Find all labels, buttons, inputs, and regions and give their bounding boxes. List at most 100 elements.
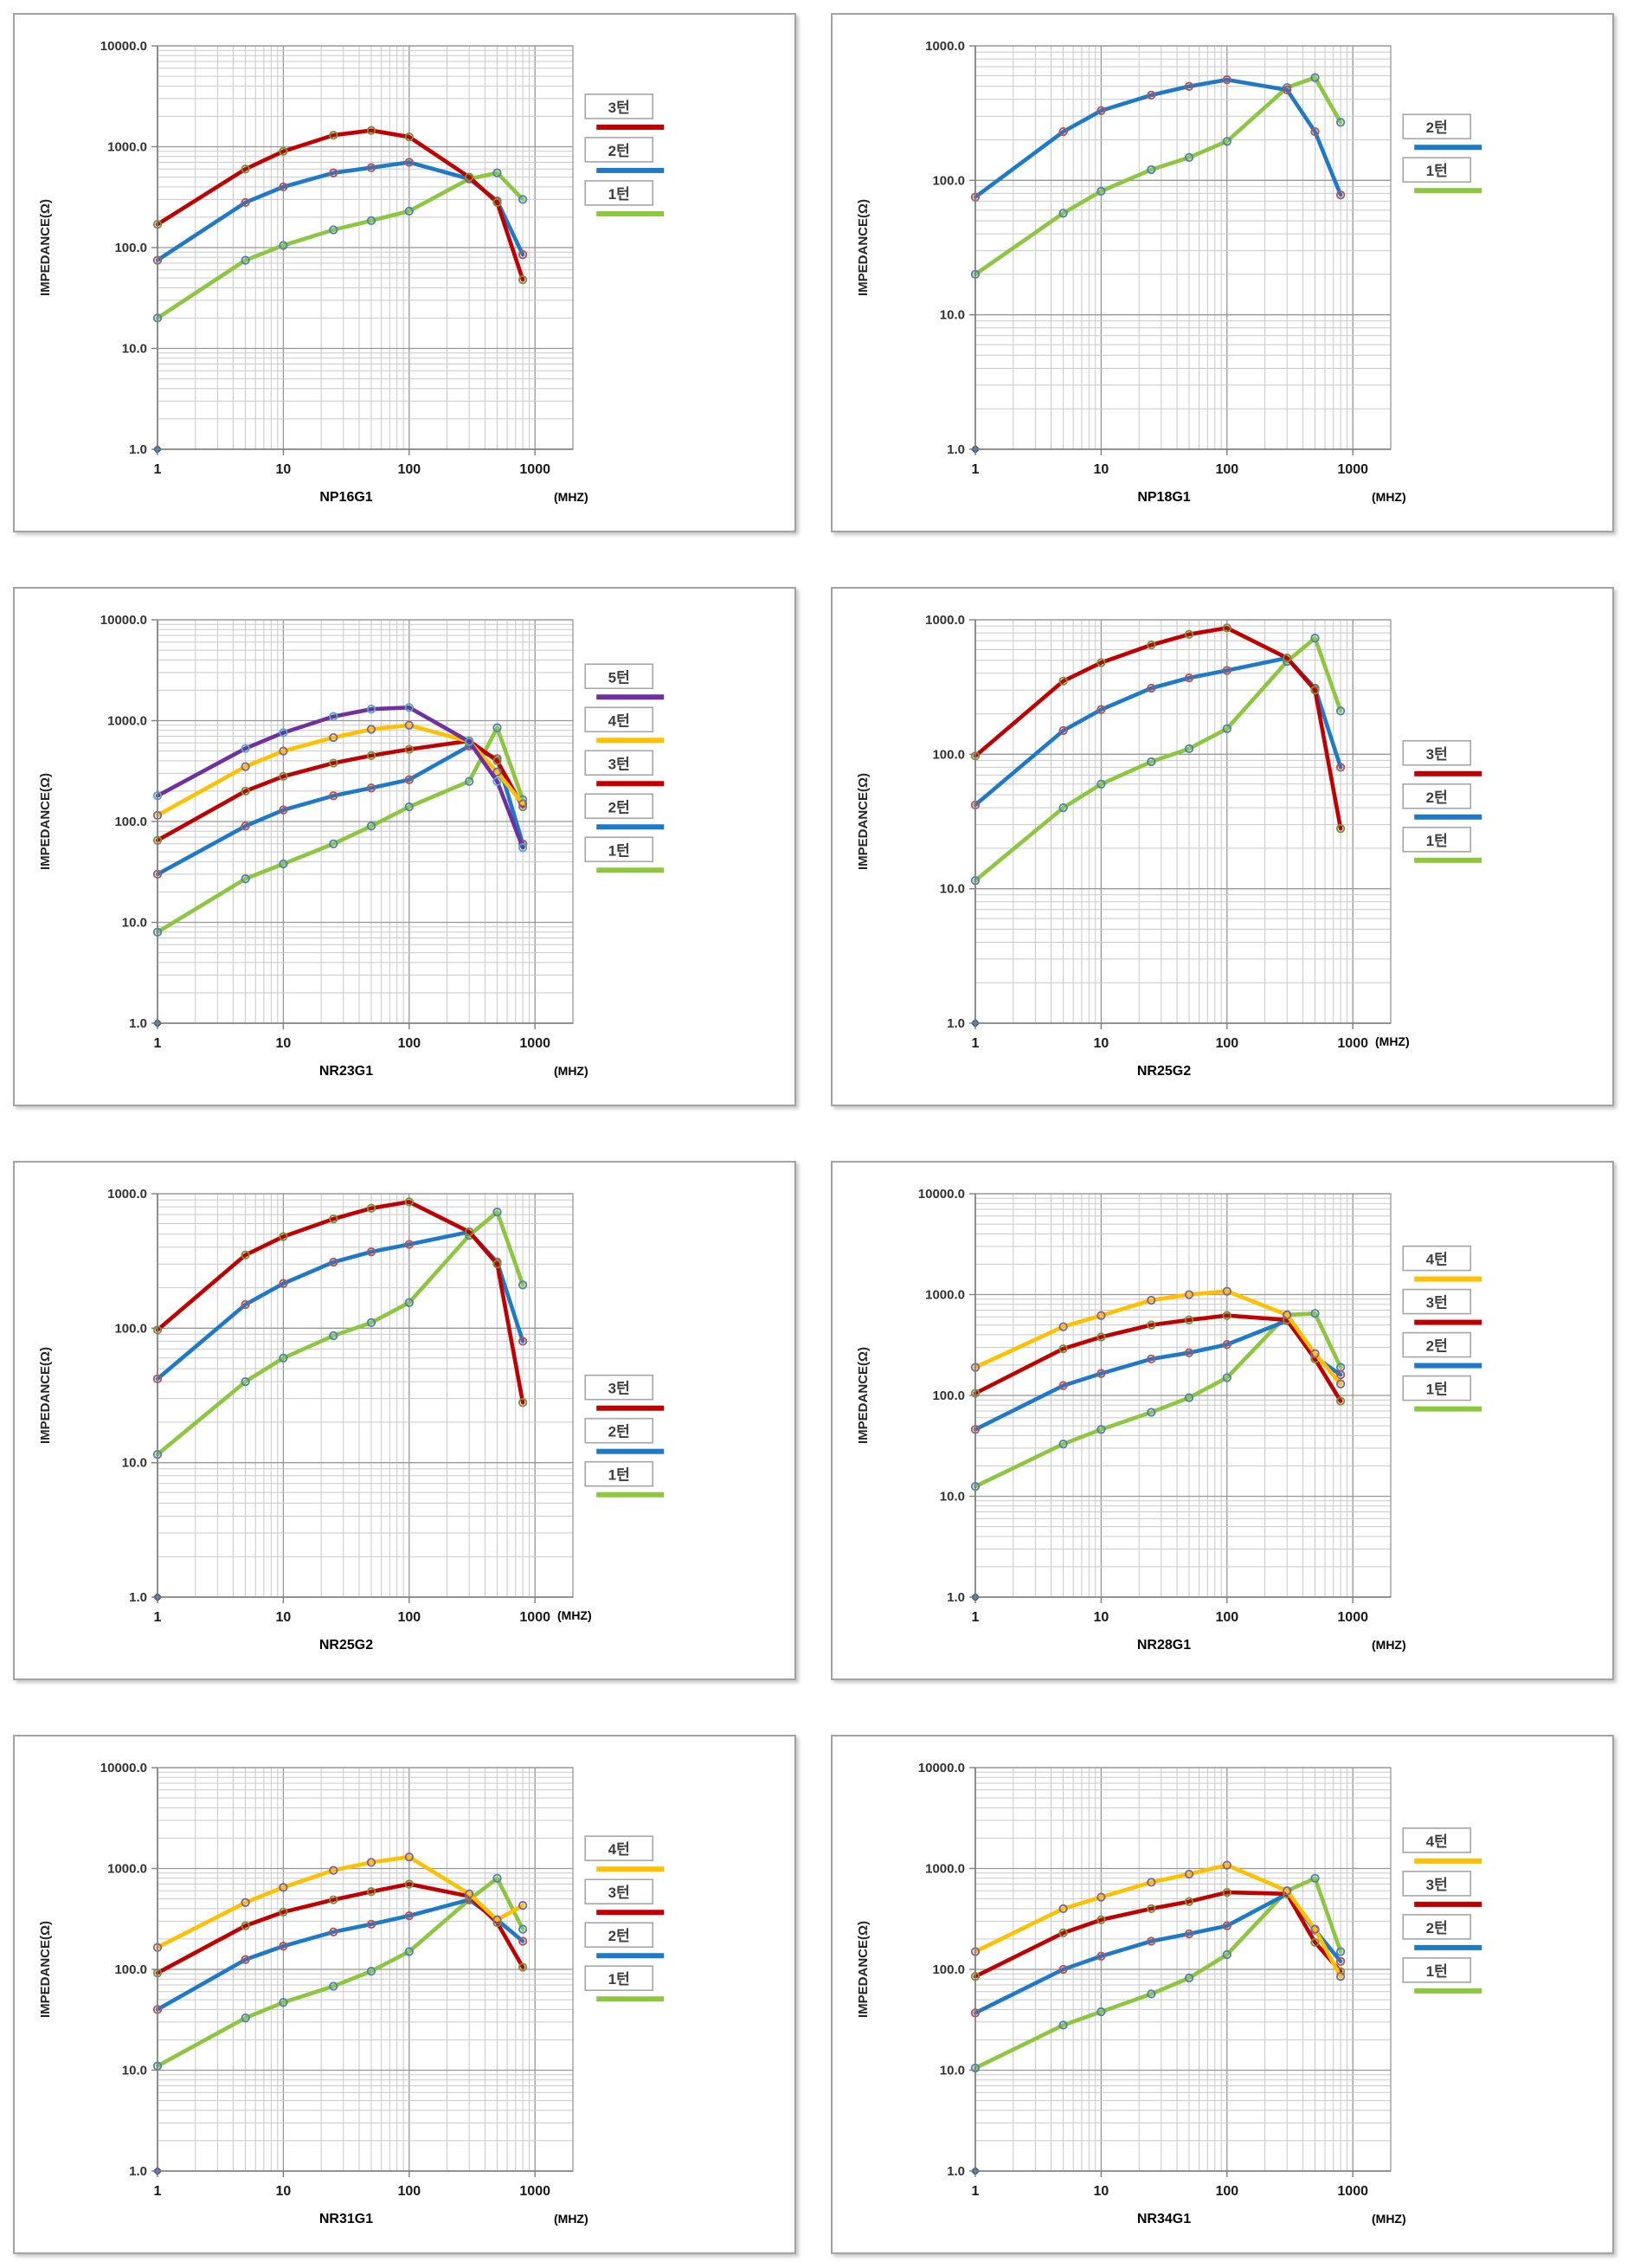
y-tick-label: 100.0 xyxy=(114,815,147,829)
series-group xyxy=(152,703,528,937)
data-point-marker xyxy=(1222,623,1232,633)
legend-label-box xyxy=(584,1878,654,1905)
legend-label-box xyxy=(584,1374,654,1401)
legend-entry-2-turn: 2턴 xyxy=(1402,783,1482,820)
data-point-marker xyxy=(1147,1295,1156,1305)
y-tick-label: 10.0 xyxy=(122,342,147,357)
series-line xyxy=(973,635,1343,883)
data-point-marker xyxy=(1184,1929,1194,1939)
data-point-marker xyxy=(492,168,502,177)
series-1-turn xyxy=(970,1873,1346,2073)
legend-entry-3-turn: 3턴 xyxy=(584,93,665,130)
y-axis-title: IMPEDANCE(Ω) xyxy=(856,1921,871,2018)
data-point-marker xyxy=(1335,1396,1346,1406)
data-point-marker xyxy=(366,783,376,793)
gridlines xyxy=(974,1767,1392,2172)
data-point-marker xyxy=(366,163,376,172)
data-point-marker xyxy=(1058,1904,1068,1914)
chart-panel-nr25g2-a: 1000.0 100.0 10.0 1.0 1 10 100 1000 IMPEDANCE(Ω)… xyxy=(831,587,1614,1106)
data-point-marker xyxy=(404,744,414,754)
data-point-marker xyxy=(279,1353,288,1363)
series-3-turn xyxy=(970,1887,1346,1981)
data-point-marker xyxy=(366,1203,376,1213)
data-point-marker xyxy=(1335,118,1346,127)
data-point-marker xyxy=(1147,1320,1156,1330)
data-point-marker xyxy=(1147,1878,1156,1887)
data-point-marker xyxy=(1310,1924,1320,1934)
data-point-marker xyxy=(518,1280,528,1290)
data-point-marker xyxy=(1283,85,1292,95)
y-tick-label: 10.0 xyxy=(122,2064,147,2078)
data-point-marker xyxy=(1147,164,1156,175)
legend: 4턴 3턴 2턴 1턴 xyxy=(584,1835,665,2002)
x-tick-label: 1000 xyxy=(519,462,550,477)
series-2-turn xyxy=(970,653,1346,810)
data-point-marker xyxy=(1335,1379,1346,1389)
y-tick-label: 1.0 xyxy=(947,2164,965,2179)
y-tick-label: 1.0 xyxy=(947,1016,965,1031)
series-line xyxy=(973,1289,1343,1386)
legend-entry-2-turn: 2턴 xyxy=(584,793,665,830)
series-group xyxy=(152,126,528,323)
data-point-marker xyxy=(1096,1369,1106,1378)
series-3-turn xyxy=(152,1197,528,1408)
data-point-marker xyxy=(329,791,338,801)
data-point-marker xyxy=(1310,73,1320,82)
series-line xyxy=(973,1863,1343,1979)
data-point-marker xyxy=(279,241,288,250)
data-point-marker xyxy=(366,1247,376,1257)
plot-border xyxy=(974,45,1392,450)
x-tick-label: 1000 xyxy=(1337,1610,1368,1625)
legend-entry-2-turn: 2턴 xyxy=(584,1417,665,1454)
data-point-marker xyxy=(1222,1949,1232,1960)
y-tick-label: 1000.0 xyxy=(107,714,147,729)
data-point-marker xyxy=(279,182,288,192)
data-point-marker xyxy=(1058,676,1068,686)
legend-entry-3-turn: 3턴 xyxy=(584,1374,665,1411)
data-point-marker xyxy=(241,762,250,771)
y-tick-label: 10.0 xyxy=(940,882,965,897)
legend-entry-1-turn: 1턴 xyxy=(1402,1957,1482,1994)
data-point-marker xyxy=(241,197,250,208)
data-point-marker xyxy=(241,874,250,884)
data-point-marker xyxy=(366,822,376,831)
series-line xyxy=(155,1209,525,1457)
data-point-marker xyxy=(1222,1887,1232,1898)
data-point-marker xyxy=(404,1910,414,1921)
y-tick-label: 10000.0 xyxy=(100,39,147,54)
data-point-marker xyxy=(1283,653,1292,663)
data-point-marker xyxy=(1222,137,1232,146)
legend-label: 3턴 xyxy=(1426,1877,1448,1893)
legend-label: 1턴 xyxy=(608,1467,630,1484)
data-point-marker xyxy=(279,1942,288,1951)
legend-label-box xyxy=(1402,1245,1472,1272)
data-point-marker xyxy=(1096,106,1106,115)
legend-color-bar xyxy=(596,1405,665,1411)
data-point-marker xyxy=(404,1298,414,1307)
legend-label-box xyxy=(584,93,654,119)
series-line xyxy=(973,1890,1343,1979)
legend-label: 2턴 xyxy=(1426,789,1448,806)
legend-entry-4-turn: 4턴 xyxy=(1402,1827,1482,1864)
series-line xyxy=(155,723,525,818)
legend-label: 3턴 xyxy=(1426,1295,1448,1311)
legend-label-box xyxy=(1402,1288,1472,1315)
legend-color-bar xyxy=(596,867,665,873)
y-tick-label: 100.0 xyxy=(932,173,965,188)
data-point-marker xyxy=(366,1858,376,1867)
legend-entry-2-turn: 2턴 xyxy=(1402,1914,1482,1950)
chart-nr34g1-7: 10000.0 1000.0 100.0 10.0 1.0 1 10 100 1000 IMPED… xyxy=(856,1761,1482,2226)
data-point-marker xyxy=(279,728,288,738)
gridlines xyxy=(157,619,574,1024)
data-point-marker xyxy=(1184,1290,1194,1299)
legend-label: 1턴 xyxy=(1426,1382,1448,1398)
series-group xyxy=(970,1860,1346,2073)
series-5-turn xyxy=(152,703,528,853)
series-line xyxy=(155,1229,525,1382)
y-axis-title: IMPEDANCE(Ω) xyxy=(38,1347,53,1444)
y-axis-title: IMPEDANCE(Ω) xyxy=(856,199,871,296)
data-point-marker xyxy=(492,776,502,786)
data-point-marker xyxy=(366,1887,376,1897)
series-line xyxy=(155,725,525,935)
data-point-marker xyxy=(1096,1332,1106,1342)
